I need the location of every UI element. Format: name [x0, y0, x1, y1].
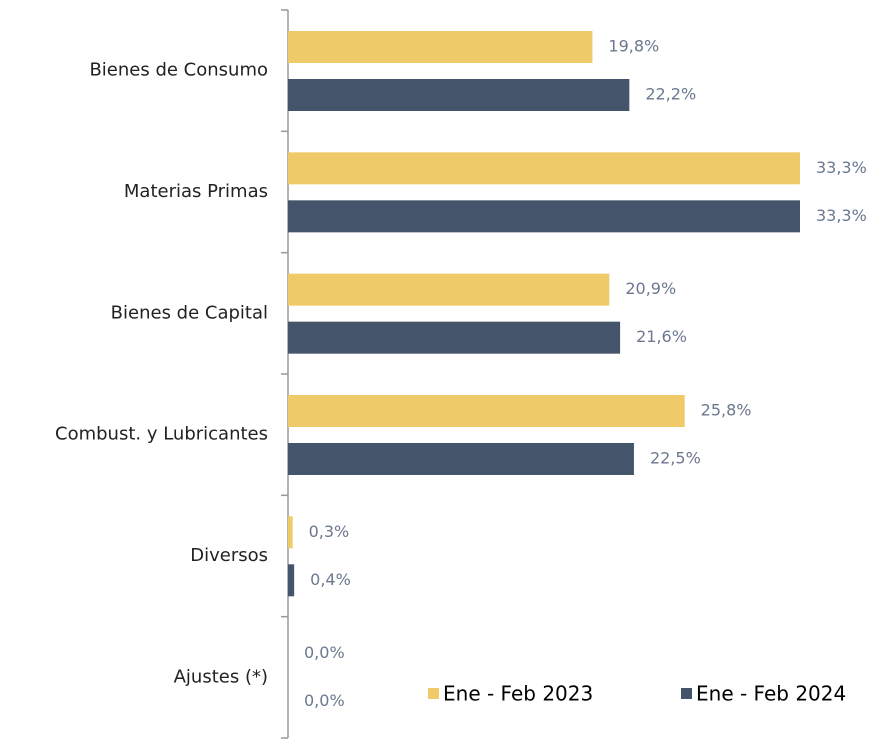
value-label: 20,9% — [625, 279, 676, 298]
bar — [288, 395, 685, 427]
bar — [288, 79, 630, 111]
bar — [288, 564, 295, 597]
bar — [288, 443, 634, 475]
value-label: 19,8% — [608, 37, 659, 56]
value-label: 0,4% — [310, 570, 351, 589]
category-label: Combust. y Lubricantes — [55, 424, 268, 445]
category-label: Materias Primas — [124, 181, 268, 202]
value-label: 25,8% — [701, 401, 752, 420]
legend-label: Ene - Feb 2024 — [696, 682, 846, 706]
bar — [288, 200, 800, 233]
bar — [288, 152, 800, 185]
bar — [288, 31, 593, 63]
bar — [288, 321, 621, 354]
category-label: Bienes de Consumo — [89, 60, 268, 81]
value-label: 0,3% — [309, 522, 350, 541]
value-label: 22,5% — [650, 449, 701, 468]
legend-swatch — [681, 688, 692, 699]
value-label: 0,0% — [304, 691, 345, 710]
bar — [288, 273, 610, 306]
value-label: 21,6% — [636, 327, 687, 346]
value-label: 33,3% — [816, 158, 867, 177]
value-label: 33,3% — [816, 206, 867, 225]
value-label: 22,2% — [645, 85, 696, 104]
value-label: 0,0% — [304, 643, 345, 662]
category-label: Ajustes (*) — [174, 666, 268, 687]
category-label: Diversos — [190, 545, 268, 566]
category-label: Bienes de Capital — [111, 302, 268, 323]
bar — [288, 516, 293, 549]
legend-label: Ene - Feb 2023 — [443, 682, 593, 706]
legend-swatch — [428, 688, 439, 699]
